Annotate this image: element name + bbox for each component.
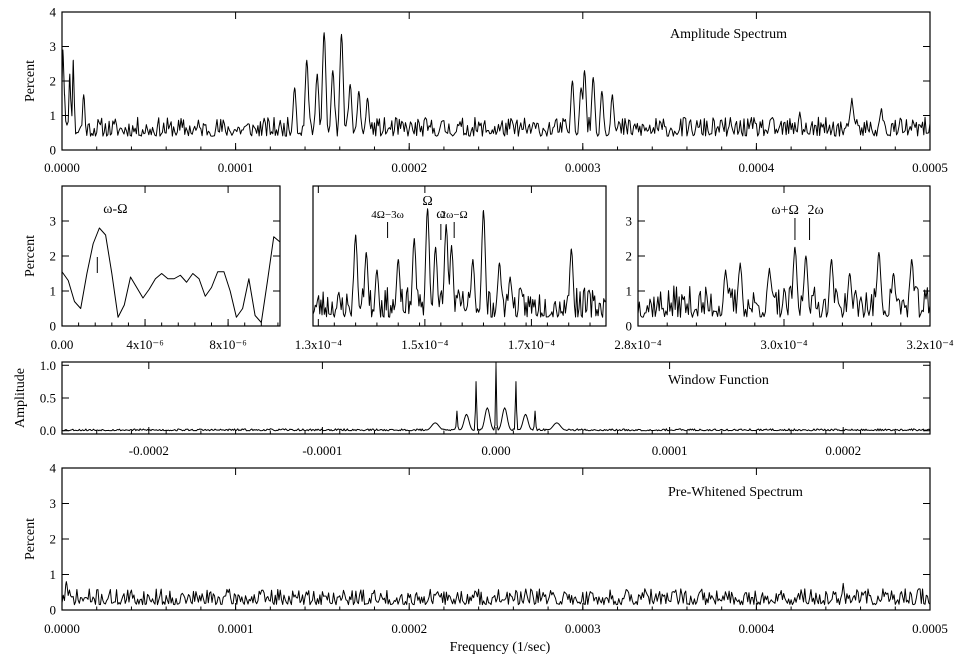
prewhitened-xtick-label: 0.0000 [44,621,80,636]
window-xtick-label: -0.0002 [129,443,169,458]
prewhitened-ylabel: Percent [23,518,38,560]
zoom_high-annotation: ω+Ω [771,203,799,218]
prewhitened-xtick-label: 0.0001 [218,621,254,636]
window-ytick-label: 0.0 [40,423,56,438]
prewhitened-series-line [61,581,931,606]
amplitude-xtick-label: 0.0002 [391,160,427,175]
window-series-line [61,364,931,432]
panel-window-function: -0.0002 -0.0001 0.000 0.0001 0.0002 0.0 0.5 1.0… [13,358,931,458]
zoom_high-annotation: 2ω [808,203,824,218]
zoom_high-xtick-label: 2.8x10⁻⁴ [614,337,662,352]
amplitude-ytick-label: 2 [50,74,57,89]
zoom_low-ylabel: Percent [23,235,38,277]
zoom_low-xtick-label: 8x10⁻⁶ [209,337,246,352]
zoom_low-ytick-label: 3 [50,214,57,229]
amplitude-ylabel: Percent [23,60,38,102]
prewhitened-title: Pre-Whitened Spectrum [668,485,803,500]
amplitude-xtick-label: 0.0000 [44,160,80,175]
zoom_mid-annotation: 4Ω−3ω [371,209,404,221]
window-ytick-label: 0.5 [40,391,56,406]
amplitude-series-line [61,32,931,137]
zoom_high-ytick-label: 2 [626,249,633,264]
zoom_low-ytick-label: 2 [50,249,57,264]
prewhitened-xtick-label: 0.0005 [912,621,948,636]
prewhitened-ytick-label: 2 [50,532,57,547]
amplitude-xtick-label: 0.0005 [912,160,948,175]
zoom_low-ytick-label: 1 [50,284,57,299]
amplitude-xtick-label: 0.0001 [218,160,254,175]
zoom_low-annotation: ω-Ω [103,202,127,217]
zoom_mid-annotation: ω [436,207,445,222]
panel-zoom-mid-frequency: 1.3x10⁻⁴ 1.5x10⁻⁴ 1.7x10⁻⁴ Ω 4Ω−3ω ω2ω−Ω [295,185,607,352]
window-xtick-label: 0.000 [481,443,510,458]
zoom_low-series-line [61,227,281,323]
window-xtick-label: -0.0001 [302,443,342,458]
zoom_mid-series-line [312,208,607,318]
zoom_mid-xtick-label: 1.7x10⁻⁴ [508,337,556,352]
prewhitened-ytick-label: 3 [50,496,57,511]
window-ylabel: Amplitude [13,368,28,428]
prewhitened-ytick-label: 1 [50,567,57,582]
zoom_high-xtick-label: 3.0x10⁻⁴ [760,337,808,352]
prewhitened-ytick-label: 4 [50,461,57,476]
zoom_low-plot-frame [61,185,281,327]
prewhitened-xtick-label: 0.0003 [565,621,601,636]
prewhitened-xtick-label: 0.0002 [391,621,427,636]
panel-amplitude-spectrum: 0.0000 0.0001 0.0002 0.0003 0.0004 0.0005 0 1 2 3… [23,5,948,176]
panel-zoom-high-frequency: 2.8x10⁻⁴ 3.0x10⁻⁴ 3.2x10⁻⁴ 0 1 2 3 ω+Ω 2ω [614,185,954,352]
zoom_mid-annotation: 2ω−Ω [441,209,468,221]
zoom_high-ytick-label: 1 [626,284,633,299]
amplitude-xtick-label: 0.0003 [565,160,601,175]
window-title: Window Function [668,373,769,388]
zoom_mid-xtick-label: 1.3x10⁻⁴ [295,337,343,352]
panel-prewhitened-spectrum: 0.0000 0.0001 0.0002 0.0003 0.0004 0.0005 0 1 2 3… [23,461,948,637]
prewhitened-xtick-label: 0.0004 [739,621,775,636]
figure-xlabel: Frequency (1/sec) [450,640,551,655]
amplitude-title: Amplitude Spectrum [670,27,787,42]
amplitude-ytick-label: 0 [50,143,57,158]
amplitude-ytick-label: 1 [50,108,57,123]
zoom_low-ytick-label: 0 [50,319,57,334]
amplitude-ytick-label: 3 [50,39,57,54]
window-xtick-label: 0.0002 [825,443,861,458]
zoom_low-xtick-label: 0.00 [51,337,74,352]
amplitude-ytick-label: 4 [50,5,57,20]
zoom_low-xtick-label: 4x10⁻⁶ [126,337,163,352]
amplitude-plot-frame [61,11,931,151]
zoom_high-ytick-label: 0 [626,319,633,334]
panel-zoom-low-frequency: 0.00 4x10⁻⁶ 8x10⁻⁶ 0 1 2 3 Percent ω-Ω [23,185,281,352]
window-ytick-label: 1.0 [40,358,56,373]
zoom_mid-plot-frame [312,185,607,327]
prewhitened-ytick-label: 0 [50,603,57,618]
zoom_high-series-line [637,246,931,318]
zoom_high-xtick-label: 3.2x10⁻⁴ [906,337,954,352]
amplitude-xtick-label: 0.0004 [739,160,775,175]
zoom_mid-xtick-label: 1.5x10⁻⁴ [401,337,449,352]
zoom_mid-annotation: Ω [422,194,432,209]
zoom_high-ytick-label: 3 [626,214,633,229]
window-xtick-label: 0.0001 [652,443,688,458]
